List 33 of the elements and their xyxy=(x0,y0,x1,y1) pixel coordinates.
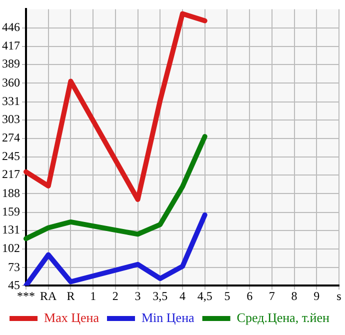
y-tick-label: 331 xyxy=(2,94,20,108)
y-tick-label: 102 xyxy=(2,241,20,256)
x-tick-label: 1 xyxy=(90,288,96,303)
x-tick-label: 9 xyxy=(314,288,320,303)
x-tick-label: *** xyxy=(17,288,35,303)
y-tick-label: 360 xyxy=(2,75,20,90)
y-tick-label: 159 xyxy=(2,204,20,218)
legend-label: Max Цена xyxy=(44,310,100,325)
x-tick-label: s xyxy=(336,288,342,303)
x-tick-label: 2 xyxy=(112,288,118,303)
y-tick-label: 417 xyxy=(2,38,20,53)
y-tick-label: 73 xyxy=(8,260,20,274)
y-tick-label: 131 xyxy=(2,222,20,236)
legend-label: Сред.Цена, т.йен xyxy=(236,310,330,325)
y-tick-label: 45 xyxy=(8,278,20,292)
x-tick-label: 4,5 xyxy=(197,288,212,303)
x-tick-label: 3 xyxy=(134,288,141,303)
y-tick-label: 389 xyxy=(2,56,20,71)
x-tick-label: 4 xyxy=(180,288,186,303)
x-tick-label: 8 xyxy=(291,288,298,303)
y-tick-label: 217 xyxy=(2,167,20,182)
y-tick-label: 303 xyxy=(2,112,20,126)
x-tick-label: RA xyxy=(40,288,58,303)
y-tick-label: 245 xyxy=(2,149,20,164)
x-tick-label: R xyxy=(66,288,75,303)
y-tick-label: 188 xyxy=(2,186,20,200)
x-tick-label: 5 xyxy=(224,288,230,303)
x-tick-label: 3,5 xyxy=(152,288,168,303)
x-tick-label: 6 xyxy=(246,288,253,303)
y-tick-label: 274 xyxy=(2,130,20,145)
y-tick-label: 446 xyxy=(2,20,20,34)
x-tick-label: 7 xyxy=(268,288,275,303)
legend-label: Min Цена xyxy=(142,310,195,325)
